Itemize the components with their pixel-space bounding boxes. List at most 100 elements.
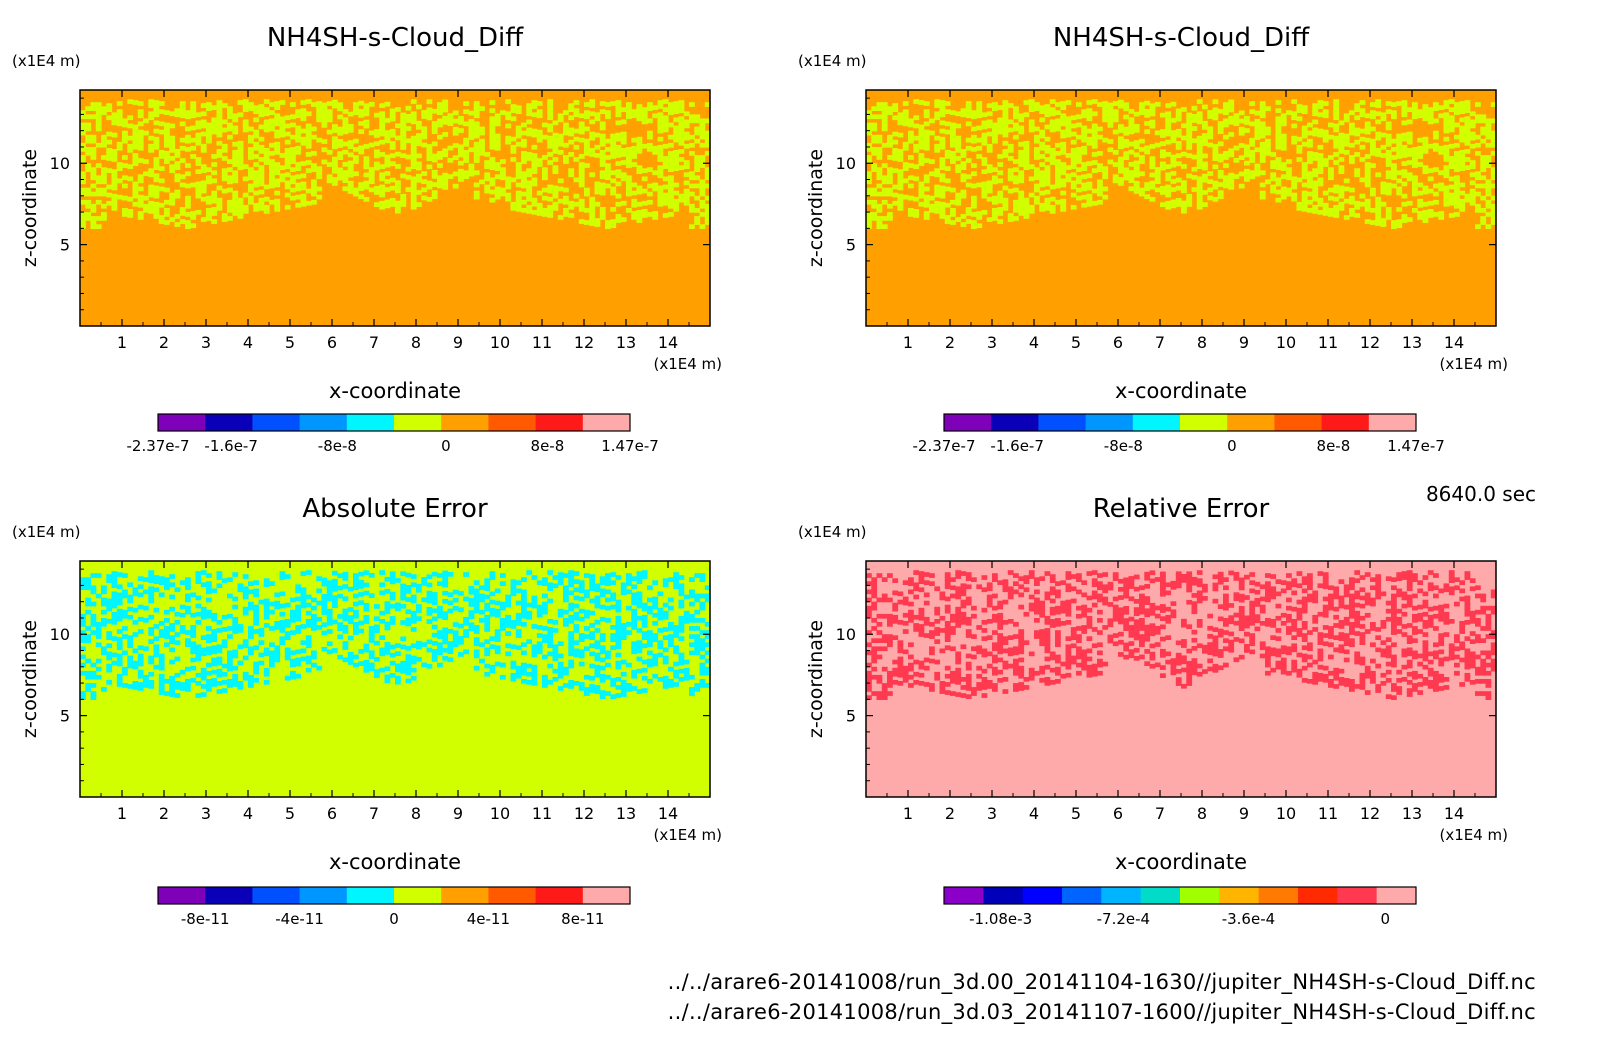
field-cell	[137, 682, 144, 687]
field-cell	[866, 142, 872, 148]
field-cell	[1118, 160, 1124, 166]
field-cell	[358, 194, 365, 200]
field-cell	[405, 166, 412, 172]
field-cell	[1186, 153, 1193, 158]
field-cell	[1317, 132, 1324, 138]
field-cell	[1401, 153, 1408, 158]
field-cell	[452, 143, 459, 148]
field-cell	[127, 639, 134, 644]
field-cell	[1175, 141, 1182, 146]
field-cell	[965, 211, 972, 216]
field-cell	[1081, 137, 1088, 143]
field-cell	[573, 571, 580, 576]
field-cell	[1270, 172, 1277, 178]
field-cell	[447, 645, 454, 650]
field-cell	[1149, 172, 1156, 178]
field-cell	[1286, 159, 1292, 164]
field-cell	[374, 616, 380, 621]
field-cell	[395, 602, 401, 608]
field-cell	[216, 571, 223, 576]
field-cell	[647, 642, 653, 648]
field-cell	[573, 611, 580, 617]
field-cell	[421, 142, 428, 148]
field-cell	[1338, 193, 1345, 199]
field-cell	[1223, 106, 1229, 111]
field-cell	[463, 633, 470, 638]
field-cell	[876, 134, 883, 140]
field-cell	[871, 626, 878, 631]
field-cell	[137, 592, 144, 598]
field-cell	[1385, 141, 1392, 147]
field-cell	[463, 154, 470, 159]
field-cell	[384, 118, 391, 123]
field-cell	[1023, 144, 1030, 150]
field-cell	[216, 668, 223, 674]
field-cell	[337, 614, 344, 619]
field-cell	[652, 657, 659, 663]
field-cell	[683, 111, 690, 117]
field-cell	[347, 168, 354, 174]
field-cell	[484, 578, 491, 583]
field-cell	[657, 104, 664, 109]
field-pattern	[80, 99, 711, 229]
field-cell	[200, 667, 207, 673]
field-cell	[395, 606, 401, 612]
field-cell	[573, 157, 580, 162]
colorbar-segment	[394, 414, 442, 431]
field-cell	[468, 167, 475, 173]
field-cell	[426, 590, 433, 596]
field-cell	[332, 599, 338, 604]
field-cell	[699, 191, 706, 197]
field-cell	[662, 176, 669, 182]
field-cell	[913, 164, 920, 169]
field-cell	[1454, 159, 1460, 164]
field-cell	[195, 124, 202, 130]
field-cell	[1338, 165, 1345, 170]
field-cell	[1013, 199, 1019, 205]
field-cell	[1086, 128, 1093, 134]
field-cell	[1396, 101, 1403, 106]
field-cell	[342, 608, 349, 614]
field-cell	[547, 582, 554, 588]
field-cell	[1076, 167, 1082, 172]
field-cell	[939, 206, 946, 211]
field-cell	[494, 141, 501, 147]
field-cell	[1454, 199, 1460, 205]
field-cell	[1081, 202, 1088, 208]
field-cell	[295, 166, 302, 171]
field-cell	[85, 134, 92, 140]
field-cell	[662, 123, 669, 129]
field-cell	[337, 151, 344, 156]
field-cell	[137, 584, 144, 590]
field-cell	[610, 678, 617, 683]
field-cell	[1013, 167, 1019, 172]
field-cell	[626, 175, 632, 181]
field-cell	[1139, 106, 1145, 111]
field-cell	[185, 630, 191, 635]
field-cell	[505, 176, 512, 182]
field-cell	[227, 110, 233, 115]
field-cell	[1469, 172, 1476, 178]
field-cell	[636, 644, 643, 650]
field-cell	[1448, 123, 1455, 129]
field-cell	[447, 117, 454, 122]
field-cell	[1490, 175, 1497, 181]
field-cell	[1485, 183, 1492, 189]
field-cell	[563, 208, 569, 213]
field-cell	[1307, 208, 1313, 213]
field-cell	[1128, 174, 1135, 179]
field-cell	[358, 620, 365, 626]
field-cell	[437, 609, 443, 615]
field-cell	[599, 657, 606, 663]
field-cell	[668, 122, 674, 128]
field-cell	[216, 197, 223, 203]
field-cell	[279, 591, 286, 597]
field-cell	[1007, 213, 1014, 218]
field-cell	[678, 652, 685, 658]
field-cell	[552, 201, 559, 207]
field-cell	[116, 616, 123, 622]
field-cell	[694, 220, 701, 225]
field-cell	[342, 616, 349, 622]
field-cell	[332, 587, 338, 592]
field-cell	[505, 180, 512, 186]
